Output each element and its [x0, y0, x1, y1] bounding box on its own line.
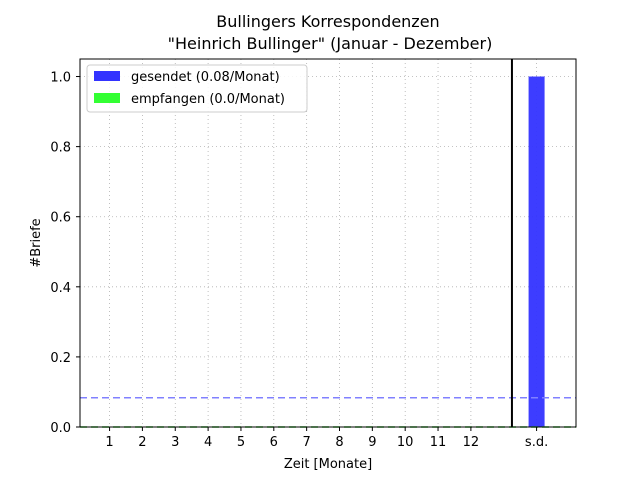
chart-title-line-1: Bullingers Korrespondenzen	[216, 12, 439, 31]
x-tick-label-5: 5	[237, 435, 245, 450]
y-tick-label-0.2: 0.2	[50, 351, 71, 366]
legend-label-gesendet: gesendet (0.08/Monat)	[131, 70, 280, 85]
y-axis-label: #Briefe	[29, 218, 44, 267]
x-tick-label-8: 8	[335, 435, 343, 450]
y-tick-label-1.0: 1.0	[50, 71, 71, 86]
x-tick-label-2: 2	[138, 435, 146, 450]
x-tick-label-3: 3	[171, 435, 179, 450]
x-tick-label-10: 10	[397, 435, 414, 450]
x-tick-label-9: 9	[368, 435, 376, 450]
x-tick-label-4: 4	[204, 435, 212, 450]
x-tick-label-6: 6	[270, 435, 278, 450]
x-tick-label-s.d.: s.d.	[525, 435, 548, 450]
legend-box	[86, 64, 308, 113]
y-tick-label-0.6: 0.6	[50, 211, 71, 226]
y-tick-label-0.8: 0.8	[50, 141, 71, 156]
x-tick-label-11: 11	[430, 435, 447, 450]
legend-label-empfangen: empfangen (0.0/Monat)	[131, 92, 285, 107]
x-tick-label-7: 7	[303, 435, 311, 450]
legend-swatch-gesendet	[94, 71, 120, 81]
x-tick-label-1: 1	[105, 435, 113, 450]
chart-title-line-2: "Heinrich Bullinger" (Januar - Dezember)	[168, 34, 493, 53]
plot-frame	[79, 58, 577, 428]
bar-gesendet-s.d.	[528, 76, 545, 428]
y-tick-label-0.4: 0.4	[50, 281, 71, 296]
x-axis-label: Zeit [Monate]	[284, 457, 372, 472]
y-tick-label-0.0: 0.0	[50, 421, 71, 436]
x-tick-label-12: 12	[463, 435, 480, 450]
legend-swatch-empfangen	[94, 93, 120, 103]
